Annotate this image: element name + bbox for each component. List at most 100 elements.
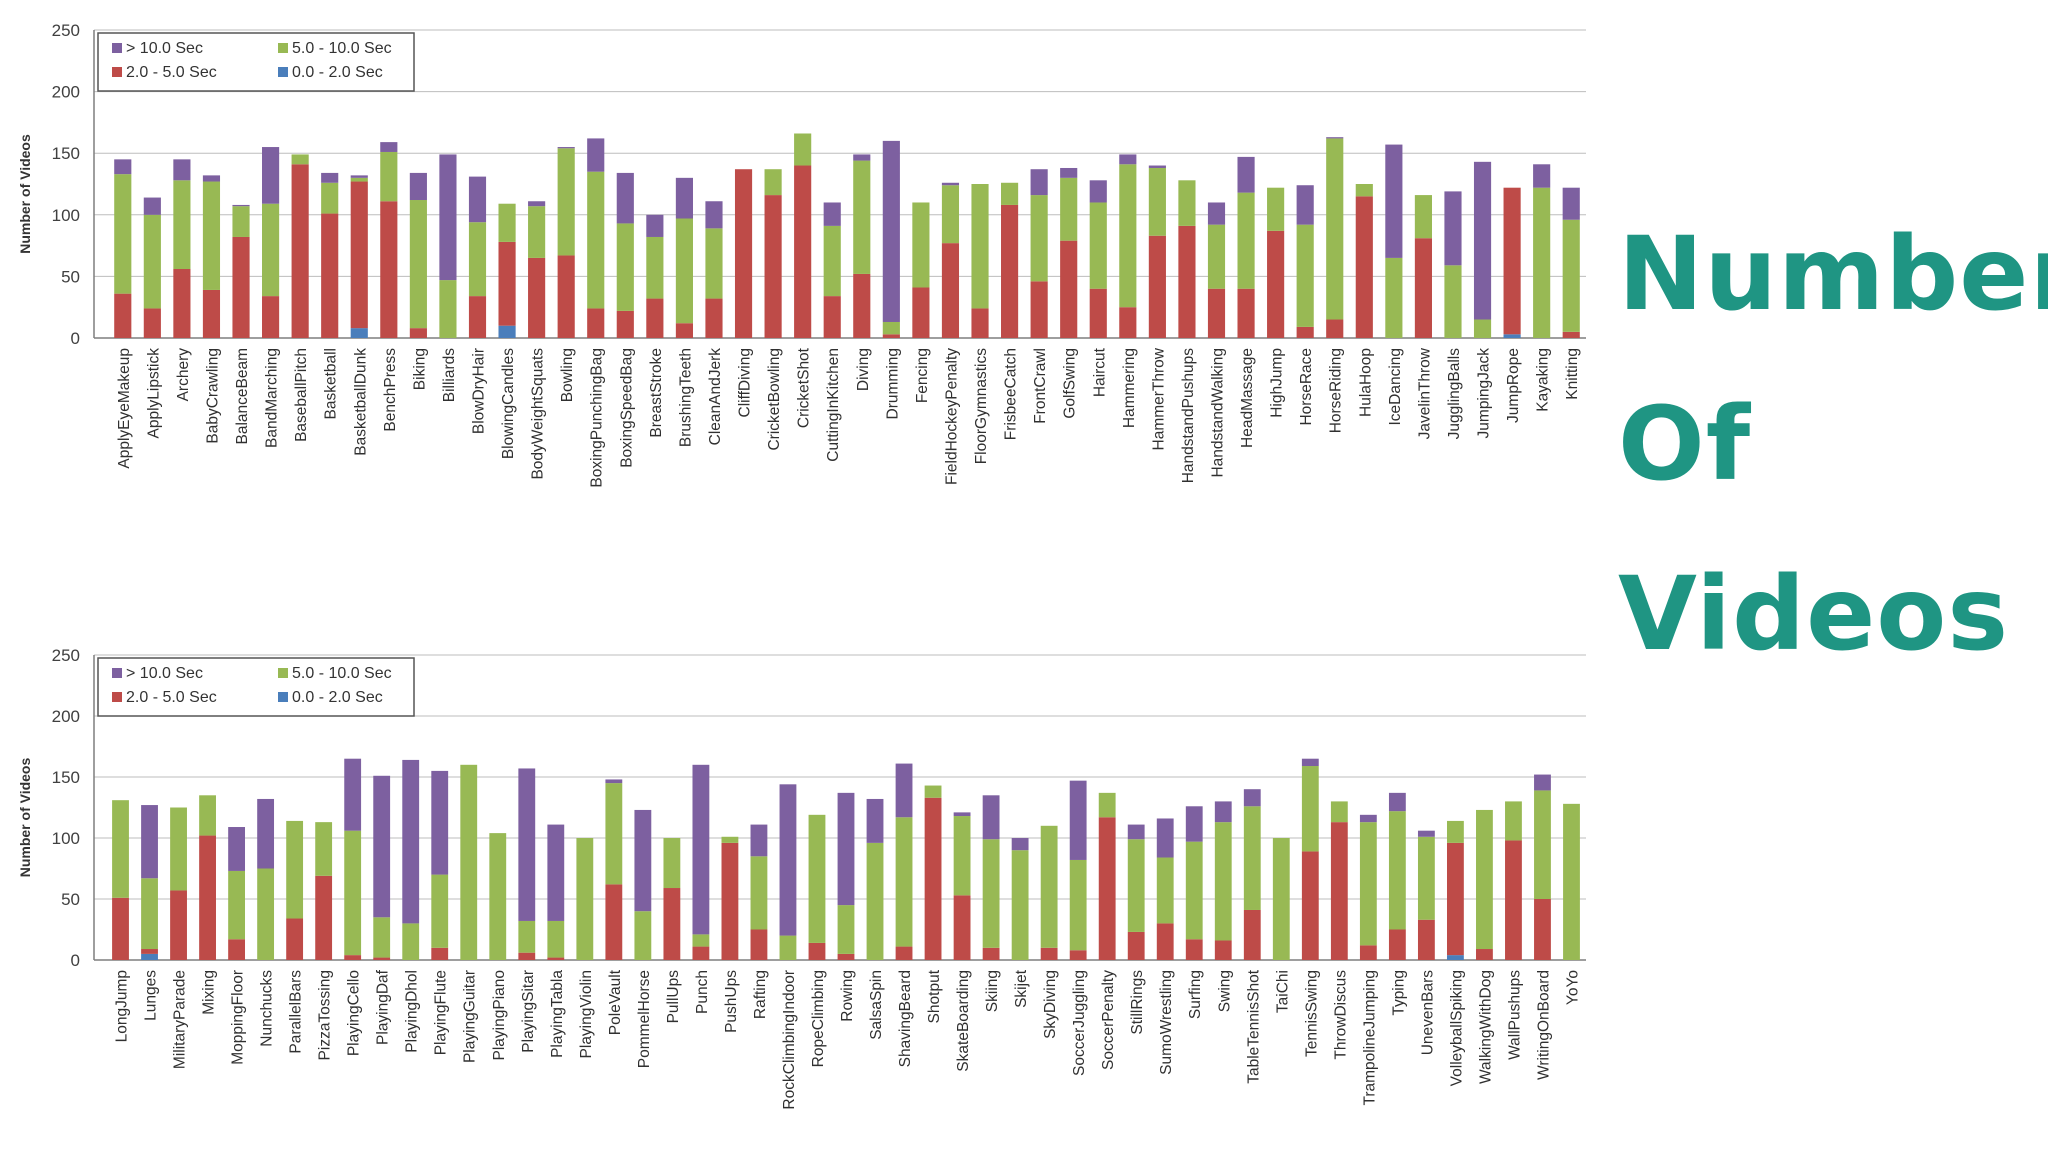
bar-segment: [721, 836, 739, 843]
bar-segment: [344, 955, 362, 960]
bar-segment: [837, 953, 855, 960]
x-tick-label: Shotput: [926, 969, 943, 1023]
side-title-line-1: Number: [1618, 215, 2048, 334]
y-axis-label: Number of Videos: [17, 758, 33, 878]
bar-segment: [675, 218, 693, 324]
x-tick-label: WalkingWithDog: [1477, 970, 1494, 1084]
x-tick-label: MoppingFloor: [230, 970, 247, 1065]
bar-segment: [634, 911, 652, 960]
x-tick-label: HorseRiding: [1328, 348, 1345, 433]
bar-segment: [257, 868, 275, 960]
x-tick-label: VolleyballSpiking: [1448, 970, 1465, 1086]
x-tick-label: PushUps: [723, 970, 740, 1033]
bar-segment: [576, 838, 594, 960]
bar-segment: [1505, 801, 1522, 841]
bar-segment: [202, 289, 221, 338]
y-tick-label: 100: [52, 829, 80, 848]
bar-segment: [941, 243, 960, 338]
legend-entry: 0.0 - 2.0 Sec: [292, 689, 383, 706]
bar-segment: [228, 870, 246, 940]
bar-segment: [663, 838, 681, 889]
bar-segment: [764, 169, 782, 196]
bar-segment: [837, 905, 855, 954]
bar-segment: [1119, 154, 1137, 165]
legend-entry: 0.0 - 2.0 Sec: [292, 64, 383, 81]
x-tick-label: Basketball: [323, 348, 340, 420]
bar-segment: [1563, 803, 1580, 960]
y-tick-label: 0: [71, 329, 80, 348]
bar-segment: [232, 236, 250, 338]
bar-segment: [173, 269, 191, 338]
bar-segment: [402, 759, 420, 924]
y-tick-label: 150: [52, 768, 80, 787]
bar-segment: [866, 842, 884, 960]
x-tick-label: Biking: [411, 348, 428, 390]
y-tick-label: 200: [52, 83, 80, 102]
bar-segment: [1001, 204, 1019, 338]
bar-segment: [202, 175, 221, 182]
x-tick-label: IceDancing: [1387, 348, 1404, 426]
x-tick-label: Surfing: [1187, 970, 1204, 1019]
bar-segment: [1417, 830, 1435, 837]
x-tick-label: BabyCrawling: [204, 348, 221, 444]
bar-segment: [1148, 235, 1166, 338]
bar-segment: [764, 195, 782, 338]
legend-swatch: [112, 67, 122, 77]
bar-segment: [468, 222, 487, 297]
x-tick-label: HeadMassage: [1239, 348, 1256, 448]
bar-segment: [173, 180, 191, 270]
bar-segment: [547, 920, 565, 958]
x-tick-label: JumpRope: [1505, 348, 1522, 423]
bar-segment: [528, 201, 546, 207]
bar-segment: [1388, 792, 1406, 812]
bar-segment: [1214, 822, 1232, 941]
bar-segment: [808, 814, 826, 943]
bar-segment: [291, 154, 309, 165]
x-tick-label: Mixing: [201, 970, 218, 1015]
x-tick-label: BlowDryHair: [471, 348, 488, 434]
bar-segment: [971, 308, 989, 338]
bar-segment: [344, 830, 362, 956]
bar-segment: [1243, 909, 1261, 960]
x-tick-label: YoYo: [1564, 970, 1581, 1005]
bar-segment: [895, 817, 913, 947]
bar-segment: [202, 181, 221, 290]
bar-segment: [1355, 184, 1373, 197]
bar-segment: [953, 812, 971, 817]
x-tick-label: BaseballPitch: [293, 348, 310, 442]
bar-segment: [373, 775, 391, 918]
legend-entry: > 10.0 Sec: [126, 40, 203, 57]
x-tick-label: Skiing: [984, 970, 1001, 1012]
bar-segment: [1444, 191, 1462, 266]
bar-segment: [1185, 939, 1203, 960]
x-tick-label: UnevenBars: [1419, 970, 1436, 1056]
bar-segment: [1414, 238, 1432, 338]
bar-segment: [1127, 824, 1145, 840]
x-tick-label: PommelHorse: [636, 970, 653, 1068]
bar-segment: [143, 214, 161, 309]
bar-segment: [912, 202, 930, 288]
bar-segment: [605, 884, 623, 960]
bar-segment: [823, 225, 841, 297]
charts-canvas: 0 50 100 150 200 250 Number of Videos ApplyEyeM…: [17, 21, 1586, 1110]
bar-segment: [1156, 857, 1174, 924]
bar-segment: [1326, 319, 1344, 338]
y-tick-label: 0: [71, 951, 80, 970]
bar-segment: [112, 800, 129, 898]
bar-segment: [853, 160, 871, 274]
bar-segment: [1156, 923, 1174, 960]
bar-segment: [1214, 940, 1232, 960]
bar-segment: [112, 897, 129, 960]
legend-swatch: [112, 43, 122, 53]
bar-segment: [750, 856, 768, 930]
x-tick-label: BlowingCandles: [500, 348, 517, 459]
bar-segment: [837, 792, 855, 906]
bar-segment: [1326, 138, 1344, 320]
bar-segment: [439, 154, 457, 281]
bar-segment: [721, 842, 739, 960]
legend-swatch: [278, 67, 288, 77]
y-tick-label: 50: [61, 267, 80, 286]
bar-segment: [1243, 789, 1261, 807]
bar-segment: [286, 820, 304, 919]
bar-segment: [866, 798, 884, 843]
